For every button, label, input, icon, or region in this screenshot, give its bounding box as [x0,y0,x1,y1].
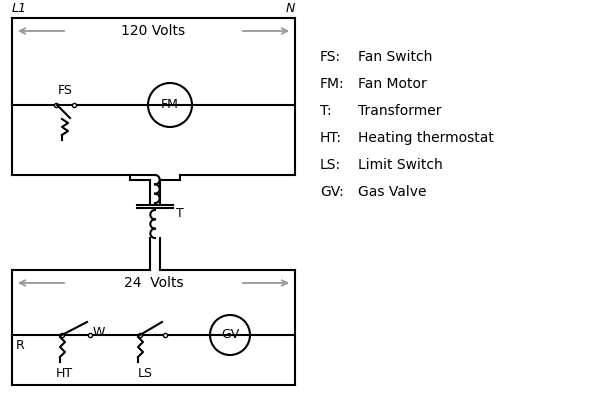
Text: R: R [16,339,25,352]
Text: FS:: FS: [320,50,341,64]
Text: LS:: LS: [320,158,341,172]
Text: T:: T: [320,104,332,118]
Text: N: N [286,2,295,15]
Text: Fan Switch: Fan Switch [358,50,432,64]
Text: Transformer: Transformer [358,104,441,118]
Text: 24  Volts: 24 Volts [124,276,183,290]
Text: HT:: HT: [320,131,342,145]
Text: HT: HT [55,367,73,380]
Text: FS: FS [58,84,73,97]
Text: Heating thermostat: Heating thermostat [358,131,494,145]
Text: FM:: FM: [320,77,345,91]
Text: Gas Valve: Gas Valve [358,185,427,199]
Text: Fan Motor: Fan Motor [358,77,427,91]
Text: LS: LS [137,367,152,380]
Text: W: W [93,326,106,338]
Text: FM: FM [161,98,179,112]
Text: GV:: GV: [320,185,344,199]
Text: GV: GV [221,328,239,342]
Text: 120 Volts: 120 Volts [122,24,186,38]
Text: L1: L1 [12,2,27,15]
Text: Limit Switch: Limit Switch [358,158,442,172]
Text: T: T [176,207,183,220]
